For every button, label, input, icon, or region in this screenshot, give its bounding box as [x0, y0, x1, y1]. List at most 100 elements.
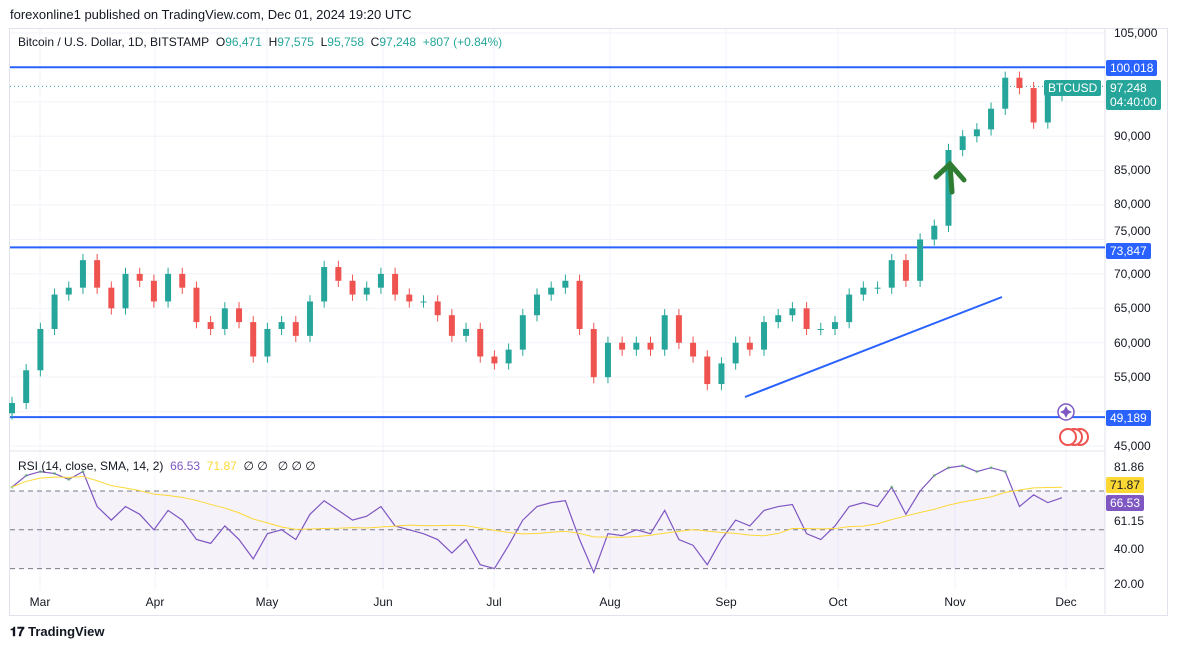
candle: [860, 287, 867, 295]
candle: [988, 108, 995, 130]
candle: [789, 308, 796, 316]
candle: [746, 342, 753, 350]
candle: [917, 239, 924, 281]
rsi-sma-tag: 71.87: [1106, 477, 1145, 493]
high-value: 97,575: [277, 35, 314, 49]
logo-text: TradingView: [28, 624, 105, 639]
low-label: L: [320, 35, 328, 49]
month-label: Apr: [145, 595, 165, 609]
candle: [491, 356, 498, 364]
candle: [65, 287, 72, 295]
candle: [548, 287, 555, 295]
candle: [831, 322, 838, 329]
last-price: 97,248: [1110, 81, 1147, 95]
candle: [264, 328, 271, 357]
candle: [9, 402, 15, 414]
rsi-overbought-point: [890, 485, 894, 489]
price-tick: 85,000: [1114, 163, 1151, 177]
month-label: May: [255, 595, 279, 609]
rsi-value: 66.53: [170, 459, 201, 473]
candle: [732, 342, 739, 364]
rsi-value-tag: 66.53: [1106, 495, 1145, 511]
price-tick: 70,000: [1114, 267, 1151, 281]
price-tick: 65,000: [1114, 301, 1151, 315]
rsi-overbought-point: [946, 466, 950, 470]
candle: [363, 287, 370, 295]
candle: [1002, 77, 1009, 109]
candle: [931, 225, 938, 240]
rsi-tick: 61.15: [1114, 514, 1145, 528]
rsi-overbought-point: [961, 464, 965, 468]
change-value: +807 (+0.84%): [422, 35, 503, 49]
rsi-overbought-point: [81, 470, 85, 474]
candle: [761, 322, 768, 350]
chart-frame[interactable]: [9, 28, 1168, 616]
candle: [519, 315, 526, 350]
month-label: Mar: [29, 595, 51, 609]
candle: [420, 301, 427, 303]
month-label: Jun: [373, 595, 393, 609]
candle: [278, 322, 285, 329]
price-tick: 75,000: [1114, 224, 1151, 238]
candle: [775, 315, 782, 323]
rsi-overbought-point: [24, 473, 28, 477]
month-label: Oct: [828, 595, 848, 609]
candle: [1044, 94, 1051, 123]
symbol-title: Bitcoin / U.S. Dollar, 1D, BITSTAMP: [18, 35, 210, 49]
candle: [718, 363, 725, 385]
month-label: Jul: [486, 595, 502, 609]
price-tick: 55,000: [1114, 370, 1151, 384]
candle: [959, 136, 966, 151]
level-high-tag: 100,018: [1106, 60, 1158, 76]
bar-countdown: 04:40:00: [1110, 95, 1157, 109]
candle: [647, 342, 654, 350]
candle: [349, 280, 356, 295]
candle: [51, 294, 58, 329]
ohlc-legend: Bitcoin / U.S. Dollar, 1D, BITSTAMP O96,…: [18, 35, 502, 49]
rsi-tick: 81.86: [1114, 460, 1145, 474]
rsi-overbought-point: [67, 477, 71, 481]
candle: [292, 322, 299, 336]
candle: [250, 322, 257, 357]
candle: [562, 280, 569, 288]
candle: [1016, 77, 1023, 89]
rsi-overbought-point: [1003, 470, 1007, 474]
candle: [221, 308, 228, 329]
candle: [604, 342, 611, 378]
rsi-line: [11, 465, 1063, 575]
candle: [136, 273, 143, 281]
candle: [888, 260, 895, 288]
candle: [23, 370, 30, 403]
candle: [193, 287, 200, 323]
rsi-title: RSI (14, close, SMA, 14, 2): [18, 459, 164, 473]
rsi-tick: 40.00: [1114, 542, 1145, 556]
candle: [79, 260, 86, 288]
candle: [690, 342, 697, 357]
rsi-overbought-point: [975, 470, 979, 474]
candle: [817, 328, 824, 330]
candle: [477, 328, 484, 357]
candle: [534, 294, 540, 316]
candle: [803, 308, 810, 329]
candle: [306, 301, 313, 336]
symbol-tag: BTCUSD: [1044, 80, 1102, 96]
trend-line: [744, 296, 1003, 398]
candle: [619, 342, 626, 350]
open-label: O: [215, 35, 226, 49]
candle: [179, 273, 186, 288]
candle: [377, 273, 384, 288]
candle: [973, 129, 980, 137]
month-label: Dec: [1055, 595, 1077, 609]
empty-values: ∅ ∅ ∅ ∅ ∅: [243, 459, 316, 473]
publisher-line: forexonline1 published on TradingView.co…: [10, 7, 412, 22]
candle: [661, 315, 668, 350]
rsi-sma-line: [11, 475, 1063, 538]
candle: [335, 267, 342, 281]
candle: [704, 356, 711, 385]
low-value: 95,758: [327, 35, 364, 49]
candle: [590, 328, 597, 378]
candle: [321, 267, 328, 302]
tradingview-logo[interactable]: 𝟏𝟕 TradingView: [10, 624, 104, 640]
candle: [150, 280, 157, 302]
